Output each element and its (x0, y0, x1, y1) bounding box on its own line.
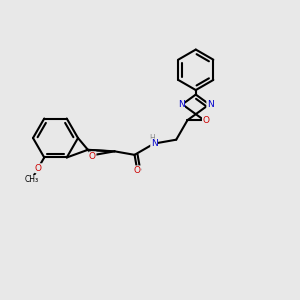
Text: O: O (89, 152, 96, 161)
Text: CH₃: CH₃ (24, 176, 38, 184)
Text: H: H (149, 134, 155, 143)
Text: O: O (134, 166, 141, 175)
Text: N: N (151, 139, 158, 148)
Text: N: N (207, 100, 214, 109)
Text: O: O (34, 164, 42, 173)
Text: O: O (202, 116, 209, 125)
Text: N: N (178, 100, 184, 109)
